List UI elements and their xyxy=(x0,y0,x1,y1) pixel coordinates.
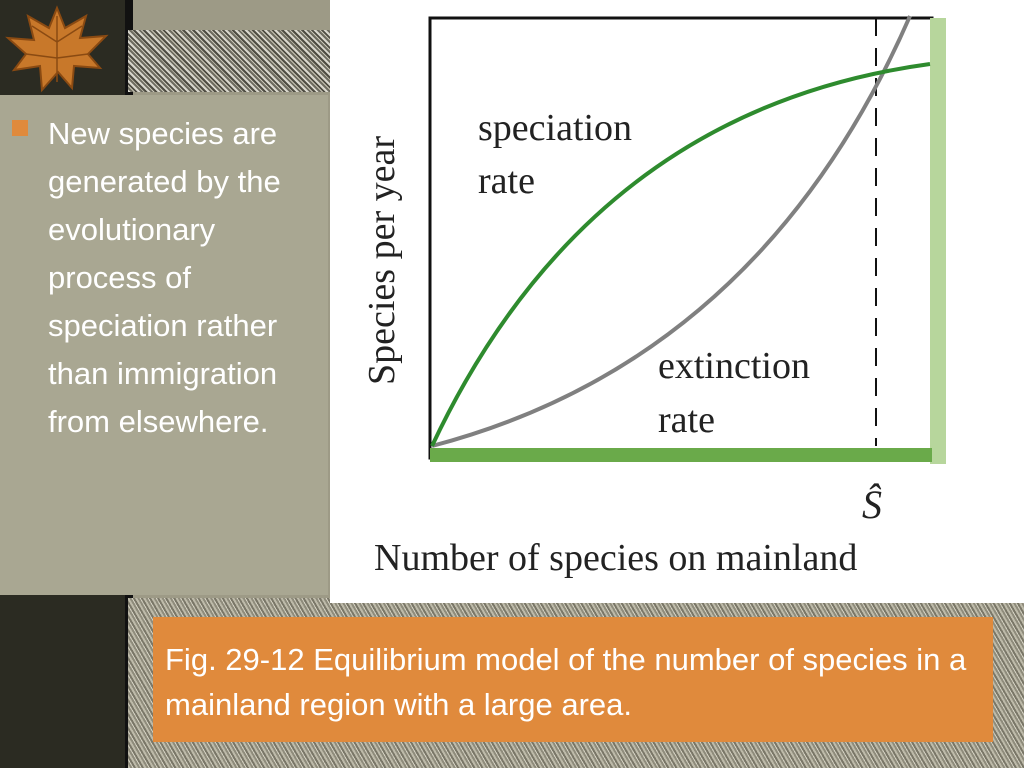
y-axis-label: Species per year xyxy=(361,136,403,385)
speciation-curve xyxy=(430,62,931,447)
plot-frame xyxy=(428,16,934,460)
equilibrium-label: Ŝ xyxy=(862,482,882,527)
texture-band xyxy=(128,30,338,92)
bullet-panel xyxy=(0,95,328,595)
x-axis-label: Number of species on mainland xyxy=(374,537,857,579)
speciation-label-2: rate xyxy=(478,160,535,202)
extinction-label-1: extinction xyxy=(658,345,810,387)
extinction-label-2: rate xyxy=(658,399,715,441)
square-bullet-icon xyxy=(12,120,28,136)
equilibrium-diagram: speciation rate extinction rate Ŝ Number… xyxy=(361,15,946,579)
baseline-bar xyxy=(430,448,932,462)
figure-caption: Fig. 29-12 Equilibrium model of the numb… xyxy=(153,617,993,742)
bullet-text: New species are generated by the evoluti… xyxy=(48,116,281,439)
figure-panel: speciation rate extinction rate Ŝ Number… xyxy=(330,0,1024,603)
speciation-label-1: speciation xyxy=(478,107,632,149)
leaf-icon xyxy=(5,5,109,93)
extinction-curve xyxy=(431,15,912,448)
bullet-item: New species are generated by the evoluti… xyxy=(12,110,308,446)
right-bar xyxy=(930,18,946,464)
